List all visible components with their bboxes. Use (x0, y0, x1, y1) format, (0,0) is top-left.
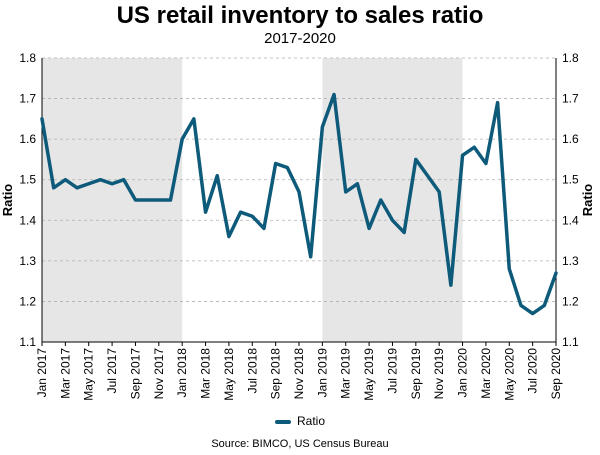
chart-subtitle: 2017-2020 (264, 30, 336, 47)
x-tick-Nov-2017: Nov 2017 (152, 348, 166, 400)
source-note: Source: BIMCO, US Census Bureau (211, 438, 389, 450)
x-tick-Mar-2017: Mar 2017 (58, 348, 72, 399)
series-lines (40, 92, 558, 316)
x-tick-Jul-2019: Jul 2019 (385, 348, 399, 394)
x-tick-Nov-2019: Nov 2019 (432, 348, 446, 400)
legend-swatch (274, 419, 291, 424)
x-tick-Jul-2020: Jul 2020 (526, 348, 540, 394)
x-tick-Sep-2020: Sep 2020 (549, 348, 563, 400)
y-tick-left-1.5: 1.5 (19, 173, 36, 187)
y-tick-right-1.7: 1.7 (562, 92, 579, 106)
y-tick-right-1.2: 1.2 (562, 294, 579, 308)
chart-title: US retail inventory to sales ratio (116, 2, 484, 29)
shaded-periods (42, 58, 463, 342)
x-tick-Mar-2020: Mar 2020 (479, 348, 493, 399)
y-tick-left-1.7: 1.7 (19, 92, 36, 106)
legend: Ratio (0, 414, 600, 428)
y-axis-label-left: Ratio (0, 184, 15, 217)
x-tick-May-2020: May 2020 (502, 348, 516, 401)
line-chart: 1.1 1.1 1.2 1.2 1.3 1.3 1.4 1.4 1.5 1.5 1.6 1.6 1.7 1… (0, 51, 595, 401)
y-tick-right-1.3: 1.3 (562, 254, 579, 268)
x-tick-Jan-2019: Jan 2019 (315, 348, 329, 398)
x-tick-Jul-2017: Jul 2017 (105, 348, 119, 394)
y-tick-right-1.8: 1.8 (562, 51, 579, 65)
y-tick-left-1.6: 1.6 (19, 132, 36, 146)
x-tick-Jan-2018: Jan 2018 (175, 348, 189, 398)
x-tick-Jan-2020: Jan 2020 (456, 348, 470, 398)
y-tick-left-1.2: 1.2 (19, 294, 36, 308)
x-tick-Sep-2017: Sep 2017 (128, 348, 142, 400)
legend-label: Ratio (296, 414, 325, 428)
y-tick-right-1.4: 1.4 (562, 213, 579, 227)
x-tick-May-2018: May 2018 (222, 348, 236, 401)
y-axis-label-right: Ratio (580, 184, 595, 217)
y-tick-left-1.8: 1.8 (19, 51, 36, 65)
y-tick-right-1.1: 1.1 (562, 335, 579, 349)
y-tick-right-1.5: 1.5 (562, 173, 579, 187)
x-tick-May-2017: May 2017 (82, 348, 96, 401)
x-tick-Nov-2018: Nov 2018 (292, 348, 306, 400)
x-tick-Mar-2018: Mar 2018 (199, 348, 213, 399)
x-tick-Mar-2019: Mar 2019 (339, 348, 353, 399)
gridlines (42, 57, 556, 302)
y-tick-right-1.6: 1.6 (562, 132, 579, 146)
series-line-1 (40, 92, 558, 316)
y-tick-left-1.1: 1.1 (19, 335, 36, 349)
x-tick-Sep-2018: Sep 2018 (269, 348, 283, 400)
x-tick-Jan-2017: Jan 2017 (35, 348, 49, 398)
x-tick-May-2019: May 2019 (362, 348, 376, 401)
tick-labels: 1.1 1.1 1.2 1.2 1.3 1.3 1.4 1.4 1.5 1.5 1.6 1.6 1.7 1… (19, 51, 579, 401)
x-tick-Sep-2019: Sep 2019 (409, 348, 423, 400)
x-tick-Jul-2018: Jul 2018 (245, 348, 259, 394)
y-tick-left-1.3: 1.3 (19, 254, 36, 268)
y-tick-left-1.4: 1.4 (19, 213, 36, 227)
